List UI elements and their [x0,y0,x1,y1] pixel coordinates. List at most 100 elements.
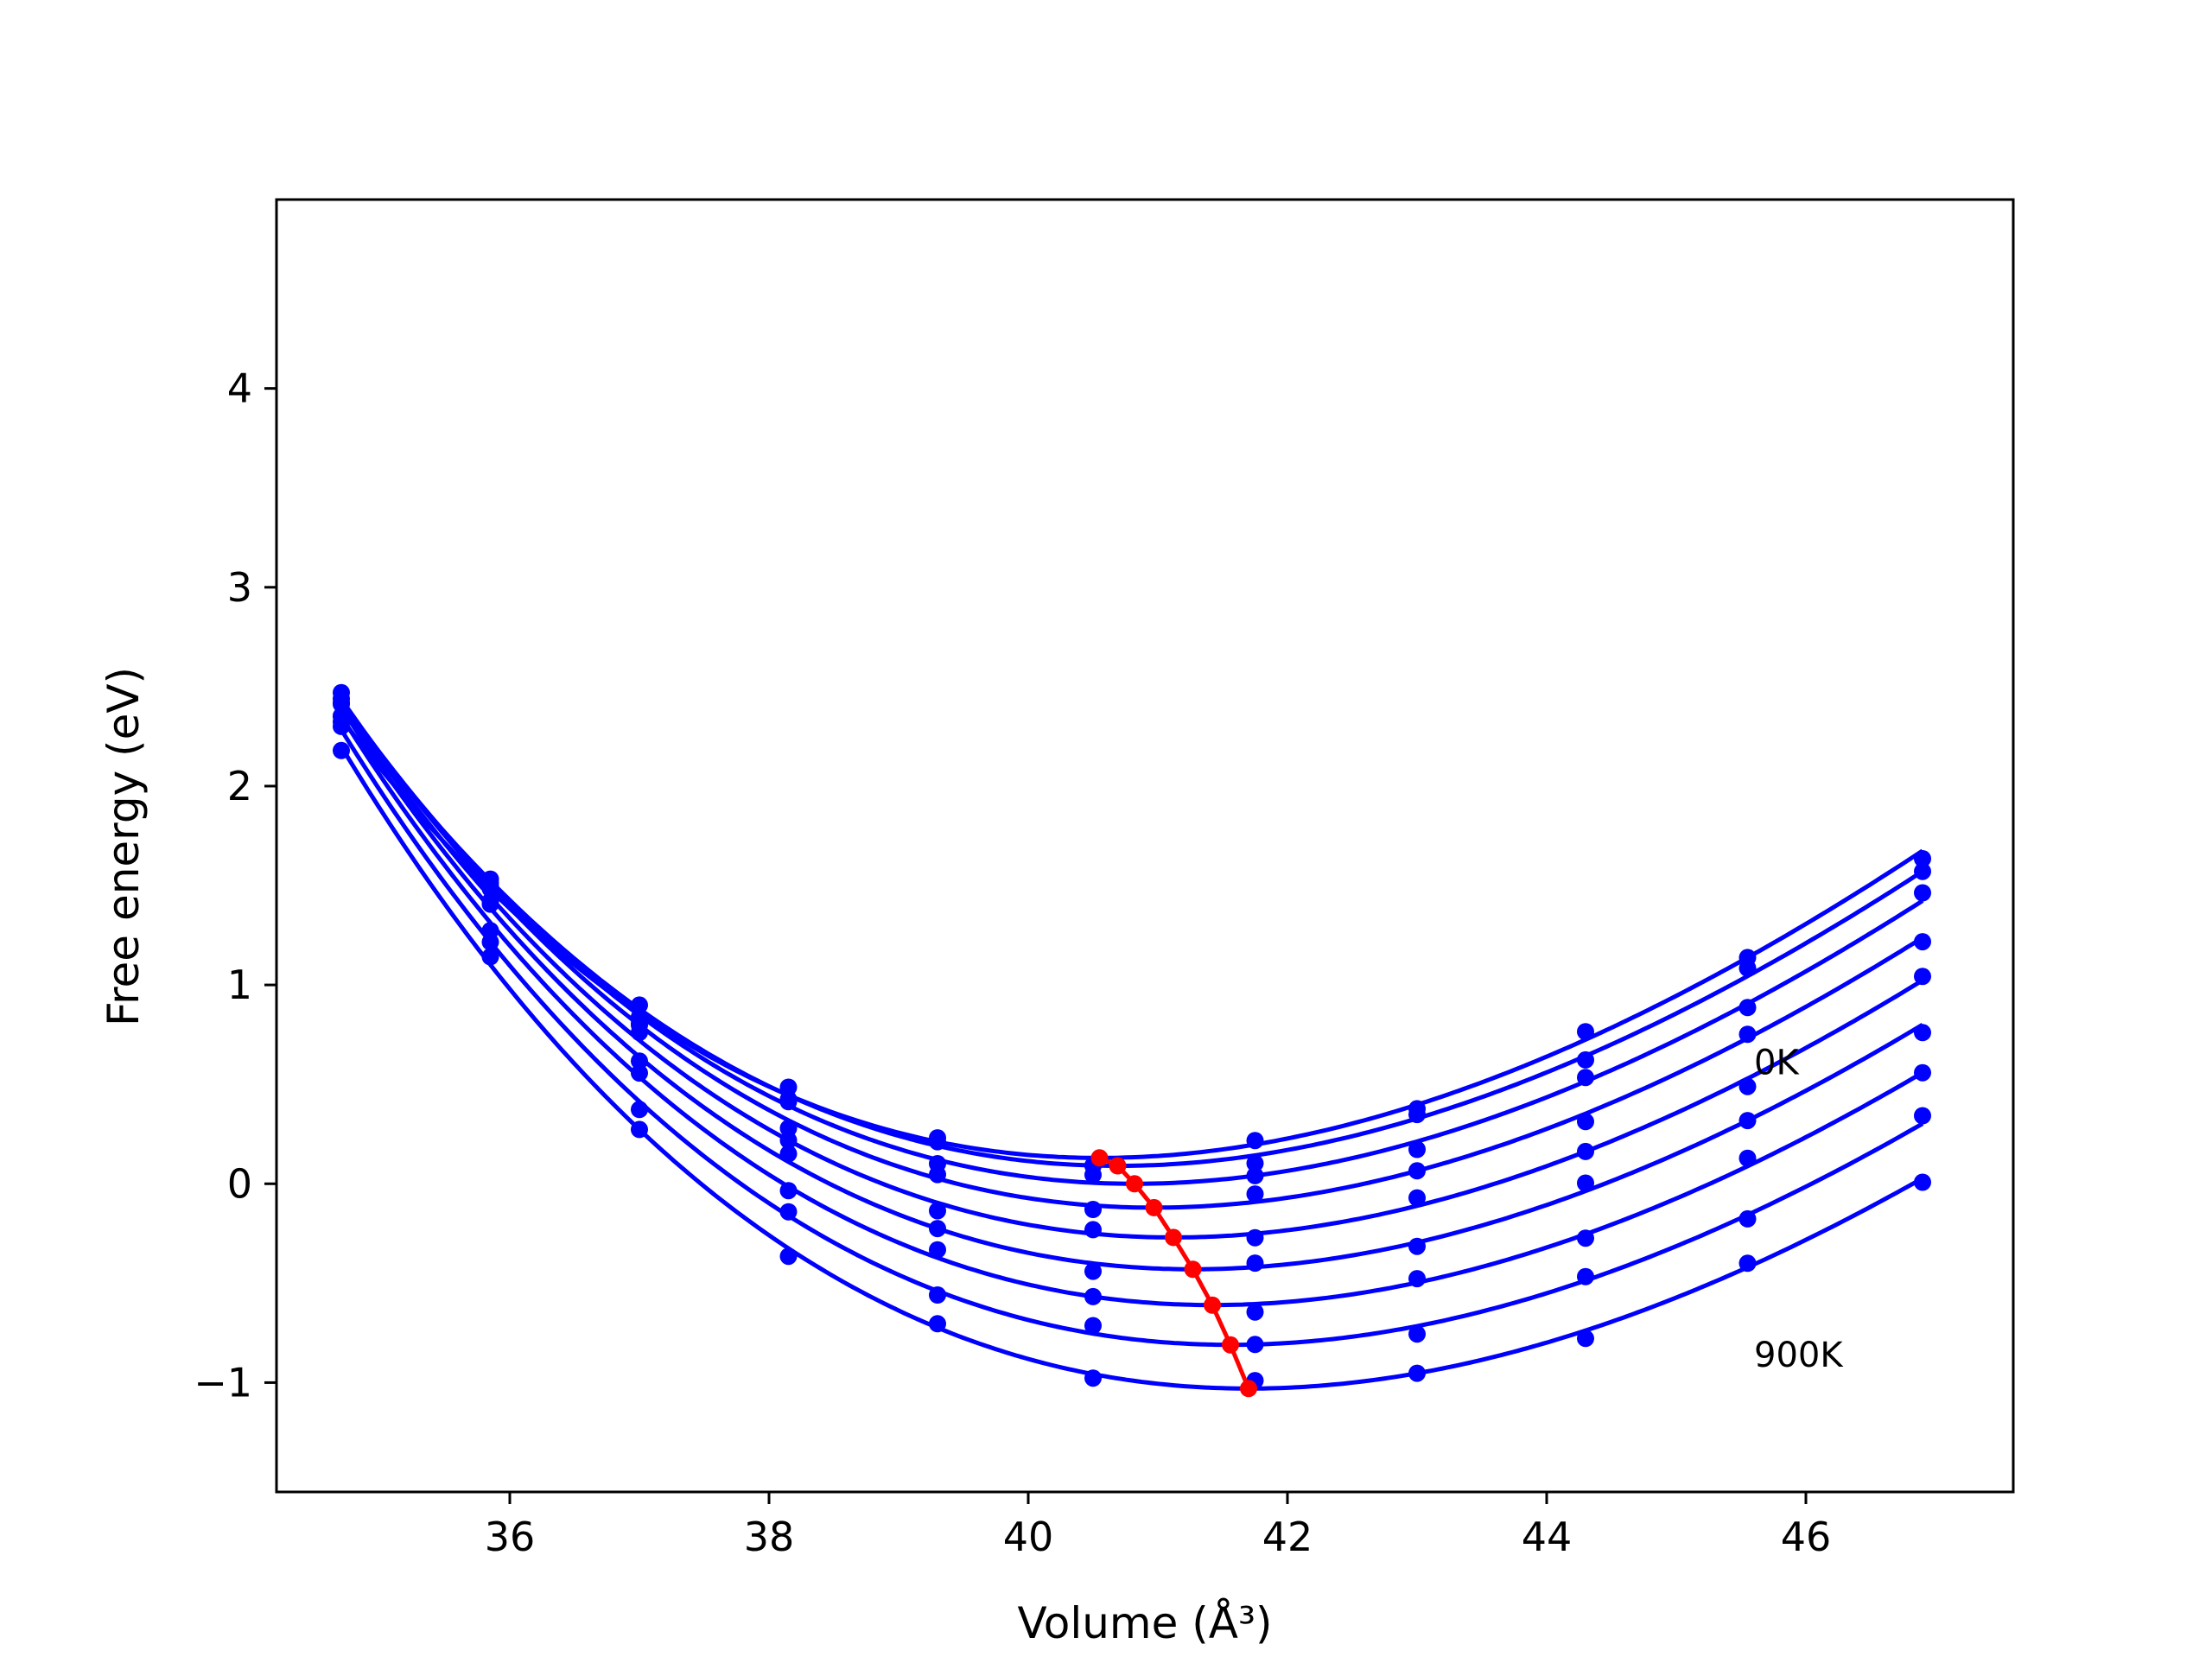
x-tick-label: 38 [744,1514,795,1560]
data-point [481,870,499,888]
data-point [1408,1270,1426,1288]
data-point [481,895,499,913]
data-point [1084,1317,1102,1335]
data-point [1408,1325,1426,1343]
data-point [631,1120,648,1139]
data-point [1914,1063,1931,1082]
fit-curve-8 [339,745,1924,1391]
data-point [779,1145,798,1163]
fit-curve-5 [339,707,1924,1272]
data-point [779,1093,798,1111]
y-tick-label: −1 [194,1359,252,1406]
data-point [1084,1262,1102,1280]
data-point [1246,1254,1264,1273]
data-point [481,933,499,951]
data-point [779,1132,798,1149]
data-point [1738,1077,1757,1095]
data-point [1408,1106,1426,1124]
data-point [1914,933,1931,951]
data-point [1246,1228,1264,1247]
data-point [1084,1369,1102,1387]
data-point [1246,1303,1264,1321]
data-point [1408,1364,1426,1382]
data-point [1577,1023,1594,1041]
data-point [1577,1069,1594,1087]
data-point [1084,1165,1102,1184]
data-point [631,996,648,1014]
data-point [1577,1142,1594,1160]
data-point [1914,1107,1931,1125]
minimum-path-point [1109,1157,1127,1175]
minimum-path-point [1204,1296,1221,1314]
data-point [929,1202,946,1220]
y-tick-label: 0 [227,1160,252,1207]
minimum-path-point [1126,1175,1143,1193]
data-point [1084,1287,1102,1305]
data-point [779,1120,798,1137]
data-point [1914,850,1931,867]
fit-curve-3 [339,697,1924,1210]
data-point [1738,1025,1757,1044]
data-point [333,713,350,731]
data-point [1408,1237,1426,1255]
curve-label-900k: 900K [1754,1336,1844,1375]
data-point [1738,959,1757,977]
data-point [1738,1149,1757,1167]
x-tick-label: 40 [1003,1514,1054,1560]
data-point [481,948,499,966]
data-point [333,690,350,708]
x-axis-label: Volume (Å³) [1017,1598,1272,1648]
data-point [1246,1154,1264,1172]
data-point [779,1182,798,1200]
data-point [1408,1189,1426,1207]
data-point [1577,1229,1594,1247]
data-point [929,1129,946,1147]
data-point [631,1064,648,1082]
data-point [1246,1132,1264,1150]
data-point [929,1165,946,1184]
minimum-path-point [1240,1380,1257,1398]
data-point [1408,1140,1426,1158]
data-point [929,1220,946,1238]
data-point [631,1024,648,1042]
x-tick-label: 44 [1522,1514,1573,1560]
data-point [779,1203,798,1221]
data-point [1577,1113,1594,1131]
minimum-path-point [1145,1198,1163,1216]
data-point [1738,999,1757,1017]
data-point [1246,1166,1264,1184]
plot-frame [275,198,2015,1494]
data-point [1577,1174,1594,1192]
data-point [631,1052,648,1070]
data-point [1738,1254,1757,1273]
minimum-path-point [1090,1149,1109,1167]
data-point [1914,968,1931,986]
data-point [1084,1201,1102,1218]
data-point [1738,1112,1757,1130]
data-point [1577,1267,1594,1285]
data-point [631,1101,648,1119]
data-point [779,1078,798,1096]
data-point [779,1247,798,1266]
data-point [1914,862,1931,880]
y-tick-label: 4 [227,365,252,412]
data-point [929,1241,946,1259]
data-point [1408,1162,1426,1180]
data-point [929,1286,946,1304]
y-tick-label: 1 [227,962,252,1008]
y-tick-label: 3 [227,564,252,611]
data-point [1577,1330,1594,1348]
data-point [1084,1221,1102,1239]
x-tick-label: 42 [1262,1514,1313,1560]
data-point [1246,1336,1264,1354]
data-point [333,741,350,759]
x-tick-label: 46 [1781,1514,1832,1560]
y-axis-label: Free energy (eV) [99,667,149,1026]
curve-label-0k: 0K [1754,1044,1800,1083]
data-point [1738,1209,1757,1228]
x-tick-label: 36 [485,1514,536,1560]
fit-curve-6 [339,714,1924,1308]
y-tick-label: 2 [227,763,252,809]
